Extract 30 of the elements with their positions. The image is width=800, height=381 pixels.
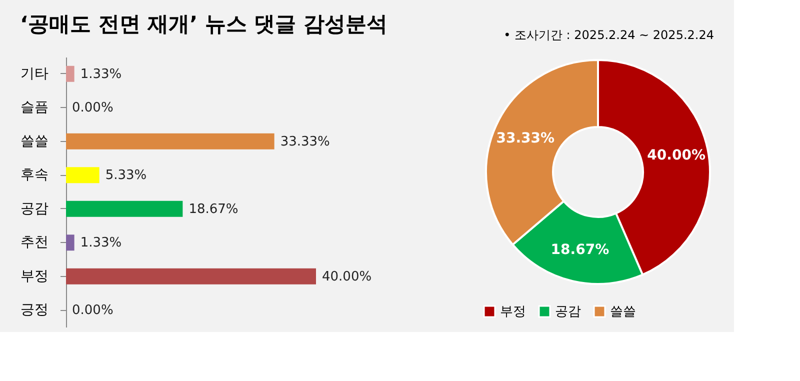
bar <box>66 268 316 284</box>
data-label: 40.00% <box>647 148 706 164</box>
data-label: 33.33% <box>280 134 330 150</box>
y-tick-label: 기타 <box>20 66 48 82</box>
bar <box>66 167 100 184</box>
bar <box>66 200 183 217</box>
legend-label: 공감 <box>555 304 581 320</box>
y-tick-label: 슬픔 <box>20 100 48 116</box>
data-label: 33.33% <box>496 130 555 146</box>
data-label: 1.33% <box>80 66 122 82</box>
y-tick-label: 긍정 <box>20 302 48 318</box>
bar <box>66 234 74 251</box>
y-tick-label: 추천 <box>20 234 48 251</box>
bar <box>66 66 74 82</box>
data-label: 0.00% <box>72 303 114 318</box>
data-label: 0.00% <box>72 100 114 116</box>
data-label: 18.67% <box>188 202 238 217</box>
bar <box>66 133 274 150</box>
y-tick-label: 쓸쓸 <box>20 133 48 150</box>
legend-label: 부정 <box>500 304 526 320</box>
data-label: 1.33% <box>80 236 122 251</box>
data-label: 40.00% <box>322 269 372 284</box>
y-tick-label: 공감 <box>20 200 48 217</box>
y-tick-label: 부정 <box>20 268 48 284</box>
data-label: 18.67% <box>550 242 610 258</box>
legend-label: 쓸쓸 <box>610 304 636 320</box>
text: • 조사기간 : 2025.2.24 ~ 2025.2.24 <box>504 28 714 42</box>
chart-title: ‘공매도 전면 재개’ 뉴스 댓글 감성분석 <box>20 12 388 36</box>
data-label: 5.33% <box>105 168 147 184</box>
y-tick-label: 후속 <box>20 167 48 184</box>
